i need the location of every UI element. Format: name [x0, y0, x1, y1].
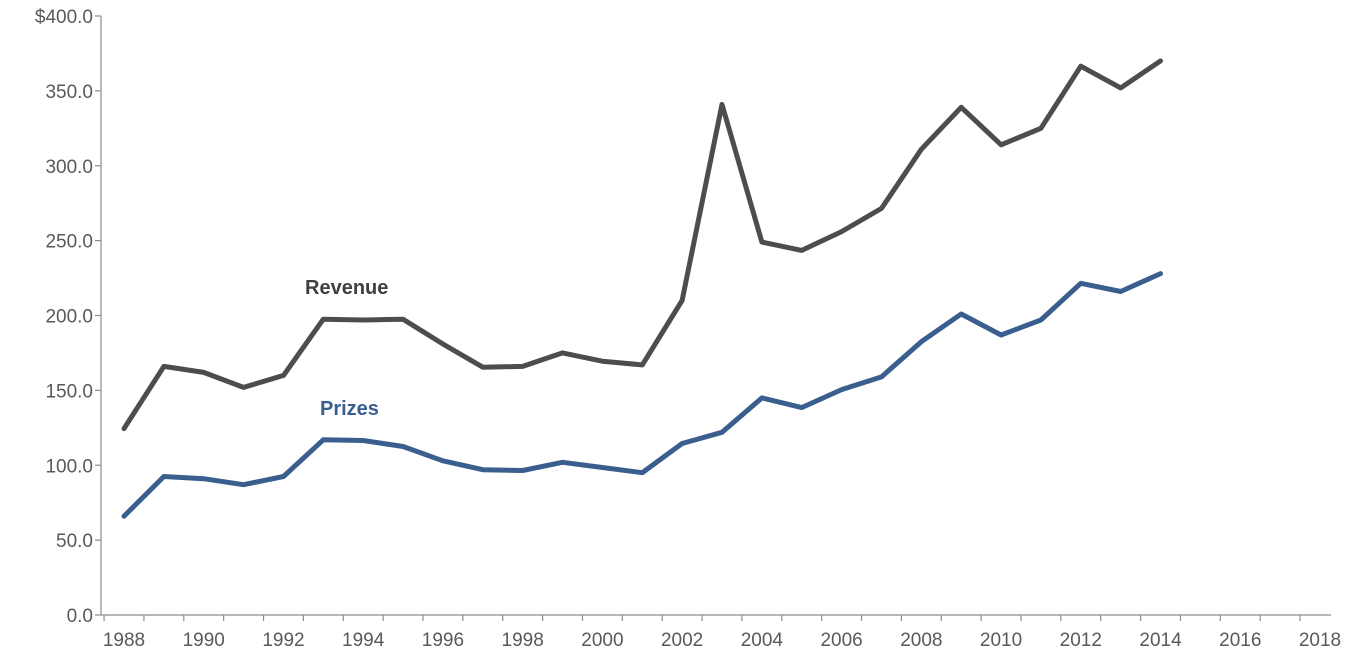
x-tick-label: 2016 — [1219, 630, 1261, 651]
x-tick-label: 1992 — [262, 630, 304, 651]
y-tick-label: 250.0 — [45, 232, 93, 253]
x-tick-label: 2014 — [1139, 630, 1182, 651]
x-tick-label: 2000 — [581, 630, 623, 651]
y-tick-label: 100.0 — [45, 456, 93, 477]
y-tick-label: 0.0 — [67, 606, 93, 627]
x-axis-ticks: 1988 1990 1992 1994 1996 1998 2000 2002 2004 2006… — [103, 615, 1341, 651]
revenue-series-label: Revenue — [305, 277, 388, 299]
x-tick-label: 2018 — [1299, 630, 1341, 651]
prizes-series-label: Prizes — [320, 398, 379, 420]
revenue-series-line — [121, 58, 1163, 432]
y-tick-label: 150.0 — [45, 381, 93, 402]
y-tick-label: 50.0 — [56, 531, 93, 552]
y-tick-label: 350.0 — [45, 82, 93, 103]
x-tick-label: 2006 — [820, 630, 862, 651]
prizes-series-line — [121, 271, 1163, 519]
x-tick-label: 1998 — [502, 630, 544, 651]
x-tick-label: 1988 — [103, 630, 145, 651]
x-tick-label: 1996 — [422, 630, 464, 651]
x-tick-label: 2004 — [741, 630, 784, 651]
x-tick-label: 1990 — [183, 630, 225, 651]
y-tick-label: 200.0 — [45, 307, 93, 328]
y-tick-label: $400.0 — [35, 7, 93, 28]
x-tick-label: 2012 — [1060, 630, 1102, 651]
x-tick-label: 2002 — [661, 630, 703, 651]
y-tick-label: 300.0 — [45, 157, 93, 178]
axes — [100, 16, 1331, 616]
x-tick-label: 1994 — [342, 630, 385, 651]
y-axis-ticks: 0.0 50.0 100.0 150.0 200.0 250.0 300.0 350.0 $40… — [35, 7, 101, 627]
x-tick-label: 2010 — [980, 630, 1022, 651]
series-lines — [121, 58, 1163, 519]
x-tick-label: 2008 — [900, 630, 942, 651]
